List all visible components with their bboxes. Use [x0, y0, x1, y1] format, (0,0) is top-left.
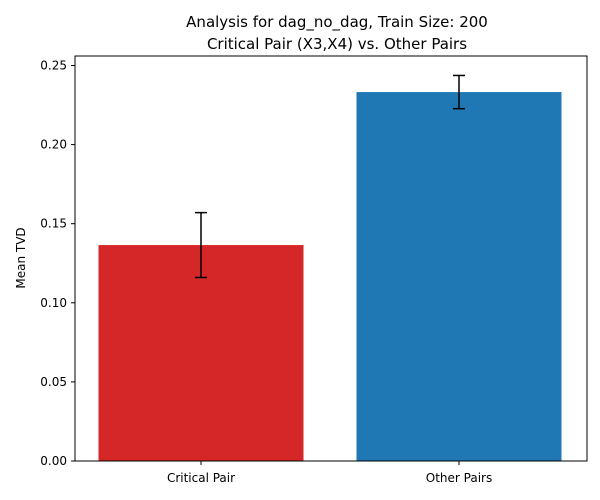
- chart-title: Analysis for dag_no_dag, Train Size: 200: [186, 13, 488, 32]
- bar-other-pairs: [356, 92, 562, 461]
- x-tick-label: Critical Pair: [167, 471, 235, 485]
- y-tick-label: 0.15: [40, 217, 67, 231]
- y-tick-label: 0.25: [40, 58, 67, 72]
- y-axis-label: Mean TVD: [14, 227, 28, 288]
- plot-frame: [74, 55, 588, 462]
- y-axis: 0.00 0.05 0.10 0.15 0.20 0.25: [40, 58, 75, 468]
- error-bar: [195, 211, 207, 279]
- bar-critical-pair: [98, 245, 304, 461]
- y-tick-label: 0.10: [40, 296, 67, 310]
- chart-subtitle: Critical Pair (X3,X4) vs. Other Pairs: [207, 35, 467, 53]
- y-tick-label: 0.00: [40, 454, 67, 468]
- x-axis: Critical Pair Other Pairs: [167, 461, 492, 485]
- error-bars-group: [195, 74, 465, 279]
- bars-group: [98, 92, 562, 461]
- error-bar: [453, 74, 465, 110]
- x-tick-label: Other Pairs: [426, 471, 492, 485]
- y-tick-label: 0.20: [40, 138, 67, 152]
- y-tick-label: 0.05: [40, 375, 67, 389]
